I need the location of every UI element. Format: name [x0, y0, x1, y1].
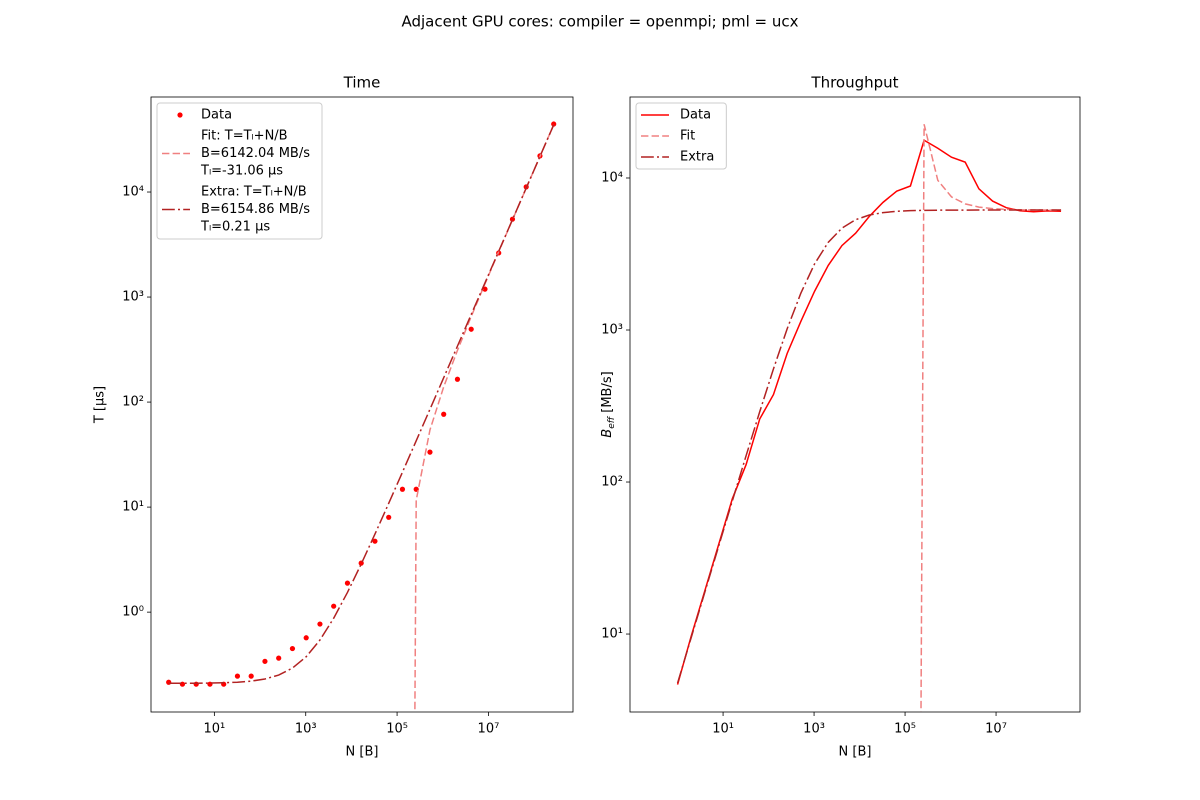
x-tick-label: 10³ [803, 722, 825, 737]
series-line [414, 124, 555, 712]
data-point [166, 679, 172, 685]
legend-box [635, 102, 727, 170]
data-point [331, 603, 337, 609]
y-tick-label: 10² [601, 475, 623, 490]
axes-frame [150, 96, 574, 713]
data-point [454, 376, 461, 382]
legend-label: B=6142.04 MB/s [201, 146, 310, 161]
legend-label: B=6154.86 MB/s [201, 202, 310, 217]
legend-label: Data [680, 108, 711, 123]
legend-label: Fit: T=Tₗ+N/B [201, 129, 288, 144]
y-tick-label: 10¹ [122, 500, 144, 515]
legend-label: Extra [680, 150, 714, 165]
series-line [168, 124, 555, 685]
data-point [468, 326, 474, 332]
data-point [399, 486, 406, 492]
legend-label: Extra: T=Tₗ+N/B [201, 185, 307, 200]
series-line [920, 124, 1062, 712]
x-tick-label: 10¹ [203, 722, 225, 737]
data-point [248, 673, 254, 679]
plot-area [166, 121, 557, 712]
data-point [344, 580, 351, 586]
y-label-symbol: B [600, 429, 615, 438]
x-tick-label: 10⁵ [386, 722, 408, 737]
plot-area [676, 124, 1062, 712]
y-tick-label: 10⁰ [122, 605, 144, 620]
axes-title: Throughput [810, 74, 898, 92]
data-point [234, 673, 241, 679]
x-axis-label: N [B] [346, 745, 379, 760]
data-point [276, 655, 282, 661]
data-point [509, 216, 516, 222]
data-point [386, 514, 392, 520]
y-tick-label: 10¹ [601, 627, 623, 642]
axes-frame [629, 96, 1081, 713]
data-point [427, 449, 433, 455]
axes: Throughput N [B] Beff [MB/s] 10¹ 10³ 10⁵ 10⁷ 10¹… [600, 74, 1081, 760]
axes: Time N [B] T [µs] 10¹ 10³ 10⁵ 10⁷ 10⁰ 10¹ 10² 10³ 1… [93, 74, 574, 760]
x-tick-label: 10⁷ [478, 722, 500, 737]
x-tick-label: 10¹ [712, 722, 734, 737]
legend-marker [177, 112, 183, 118]
x-tick-label: 10⁵ [894, 722, 916, 737]
y-axis-label: T [µs] [93, 386, 108, 424]
x-tick-label: 10⁷ [985, 722, 1007, 737]
legend-box [156, 102, 323, 240]
data-point [482, 286, 488, 292]
y-tick-label: 10³ [601, 323, 623, 338]
data-point [179, 681, 186, 687]
y-tick-label: 10⁴ [122, 185, 144, 200]
data-point [289, 645, 296, 652]
legend: Data Fit Extra [635, 102, 727, 170]
y-tick-label: 10⁴ [601, 170, 623, 185]
figure-title: Adjacent GPU cores: compiler = openmpi; … [401, 13, 798, 31]
legend: Data Fit: T=Tₗ+N/B B=6142.04 MB/s Tₗ=-31.06… [156, 102, 323, 240]
y-label-subscript: eff [607, 415, 617, 429]
data-point [317, 621, 323, 627]
legend-label: Data [201, 108, 232, 123]
y-axis-label: Beff [MB/s] [600, 371, 617, 437]
series-line [676, 209, 1062, 684]
data-point [193, 681, 199, 687]
data-point [303, 635, 309, 641]
legend-label: Tₗ=-31.06 µs [200, 164, 283, 179]
series-line [676, 139, 1062, 685]
x-tick-label: 10³ [295, 722, 317, 737]
data-point [262, 658, 268, 664]
data-point [372, 538, 378, 544]
y-tick-label: 10² [122, 395, 144, 410]
data-point [441, 411, 447, 417]
x-axis-label: N [B] [839, 745, 872, 760]
y-tick-label: 10³ [122, 290, 144, 305]
axes-title: Time [343, 74, 381, 92]
legend-label: Tₗ=0.21 µs [200, 220, 270, 235]
y-label-unit: [MB/s] [600, 371, 615, 412]
legend-label: Fit [680, 129, 695, 144]
data-point [551, 121, 557, 127]
